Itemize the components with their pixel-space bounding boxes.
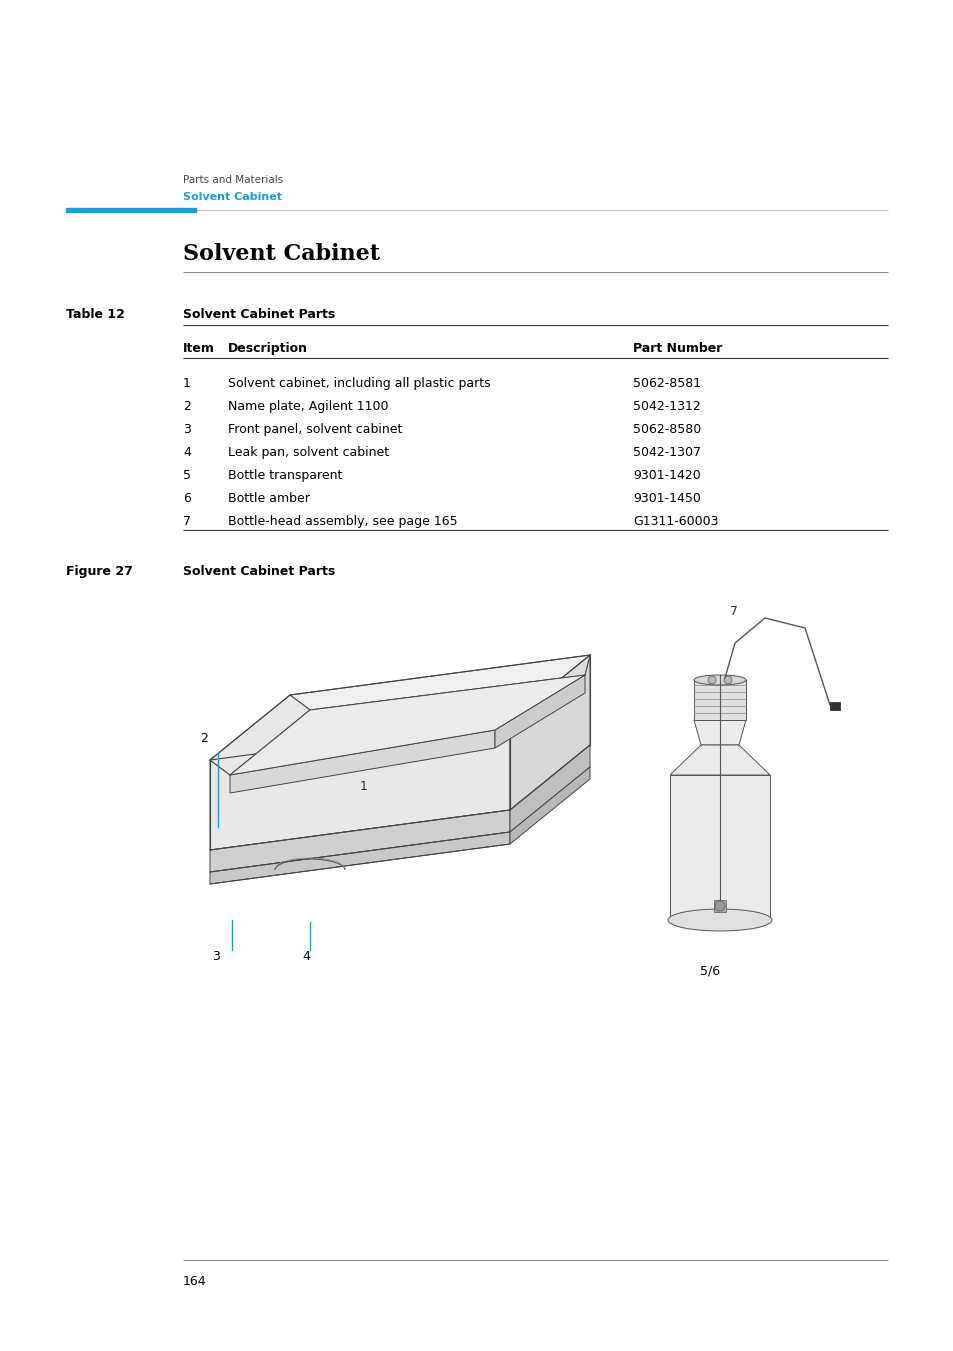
Text: 164: 164 xyxy=(183,1275,207,1288)
Text: 5062-8580: 5062-8580 xyxy=(633,423,700,436)
Bar xyxy=(713,900,725,912)
Bar xyxy=(669,775,769,920)
Bar xyxy=(693,680,745,720)
Text: 6: 6 xyxy=(183,492,191,505)
Polygon shape xyxy=(693,720,745,744)
Text: Bottle transparent: Bottle transparent xyxy=(228,469,342,482)
Text: G1311-60003: G1311-60003 xyxy=(633,515,718,528)
Text: Bottle amber: Bottle amber xyxy=(228,492,310,505)
Text: 4: 4 xyxy=(302,950,310,963)
Circle shape xyxy=(714,901,724,911)
Text: 7: 7 xyxy=(183,515,191,528)
Polygon shape xyxy=(290,655,589,711)
Text: Description: Description xyxy=(228,342,308,355)
Text: 2: 2 xyxy=(200,732,208,744)
Text: Front panel, solvent cabinet: Front panel, solvent cabinet xyxy=(228,423,402,436)
Text: 4: 4 xyxy=(183,446,191,459)
Text: Name plate, Agilent 1100: Name plate, Agilent 1100 xyxy=(228,400,388,413)
Text: 2: 2 xyxy=(183,400,191,413)
Text: 5042-1312: 5042-1312 xyxy=(633,400,700,413)
Circle shape xyxy=(723,676,731,684)
Polygon shape xyxy=(495,655,589,730)
Ellipse shape xyxy=(667,909,771,931)
Text: Solvent cabinet, including all plastic parts: Solvent cabinet, including all plastic p… xyxy=(228,377,490,390)
Polygon shape xyxy=(230,676,584,775)
Bar xyxy=(66,208,195,212)
Bar xyxy=(829,703,840,711)
Text: 5: 5 xyxy=(183,469,191,482)
Polygon shape xyxy=(495,676,584,748)
Polygon shape xyxy=(510,767,589,844)
Polygon shape xyxy=(210,720,510,775)
Text: 9301-1450: 9301-1450 xyxy=(633,492,700,505)
Polygon shape xyxy=(210,720,510,850)
Text: 3: 3 xyxy=(212,950,219,963)
Ellipse shape xyxy=(693,676,745,685)
Text: 1: 1 xyxy=(359,780,368,793)
Polygon shape xyxy=(210,811,510,871)
Text: 5062-8581: 5062-8581 xyxy=(633,377,700,390)
Polygon shape xyxy=(669,744,769,775)
Text: 5/6: 5/6 xyxy=(700,965,720,978)
Text: Parts and Materials: Parts and Materials xyxy=(183,176,283,185)
Text: Table 12: Table 12 xyxy=(66,308,125,322)
Text: Solvent Cabinet: Solvent Cabinet xyxy=(183,192,282,203)
Polygon shape xyxy=(230,730,495,793)
Polygon shape xyxy=(510,744,589,832)
Text: 1: 1 xyxy=(183,377,191,390)
Polygon shape xyxy=(210,832,510,884)
Text: Leak pan, solvent cabinet: Leak pan, solvent cabinet xyxy=(228,446,389,459)
Text: 9301-1420: 9301-1420 xyxy=(633,469,700,482)
Text: 5042-1307: 5042-1307 xyxy=(633,446,700,459)
Polygon shape xyxy=(510,655,589,811)
Text: Bottle-head assembly, see page 165: Bottle-head assembly, see page 165 xyxy=(228,515,457,528)
Polygon shape xyxy=(210,694,310,775)
Text: Figure 27: Figure 27 xyxy=(66,565,132,578)
Circle shape xyxy=(707,676,716,684)
Text: Solvent Cabinet Parts: Solvent Cabinet Parts xyxy=(183,308,335,322)
Text: 7: 7 xyxy=(729,605,738,617)
Text: Part Number: Part Number xyxy=(633,342,721,355)
Text: Item: Item xyxy=(183,342,214,355)
Text: Solvent Cabinet: Solvent Cabinet xyxy=(183,243,379,265)
Text: 3: 3 xyxy=(183,423,191,436)
Text: Solvent Cabinet Parts: Solvent Cabinet Parts xyxy=(183,565,335,578)
